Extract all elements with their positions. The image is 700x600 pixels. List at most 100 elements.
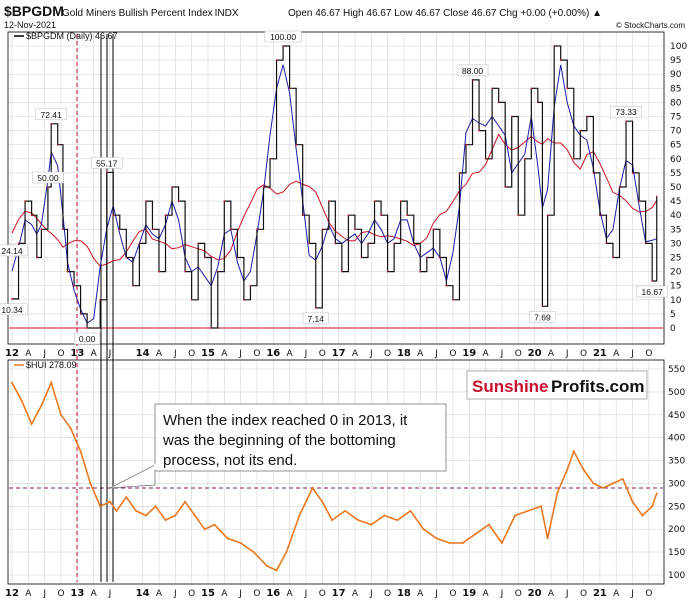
annotation-label: 10.34 [1, 305, 23, 315]
data-point [86, 327, 88, 329]
data-point [556, 491, 559, 494]
x-tick-label: O [253, 349, 260, 359]
data-point [158, 270, 160, 273]
data-point [256, 228, 258, 231]
data-point [285, 551, 288, 554]
data-point [210, 327, 213, 329]
data-point [527, 509, 530, 512]
data-point [226, 537, 229, 540]
data-point [30, 214, 33, 216]
x-tick-label: J [173, 349, 177, 359]
y-tick-label: 50 [670, 183, 682, 193]
annotation-box [90, 157, 123, 169]
data-point [282, 45, 284, 47]
x-tick-label: O [580, 589, 587, 599]
data-point [439, 256, 441, 259]
y-tick-label: 500 [668, 388, 685, 398]
x-tick-label: A [352, 589, 359, 599]
top-grid [9, 33, 663, 343]
x-tick-label: J [434, 589, 438, 599]
x-tick-label: A [221, 589, 228, 599]
data-point [321, 500, 324, 503]
x-tick-label: 17 [332, 348, 346, 359]
data-point [36, 256, 38, 259]
data-point [517, 214, 520, 216]
data-point [108, 500, 111, 503]
y-tick-label: 350 [668, 457, 685, 467]
data-point [484, 158, 487, 160]
data-point [465, 143, 467, 146]
data-point [370, 523, 373, 526]
data-point [399, 200, 402, 202]
data-point [174, 514, 177, 517]
y-tick-label: 20 [670, 268, 682, 278]
data-point [422, 528, 425, 531]
data-point [566, 87, 569, 90]
top-legend: $BPGDM (Daily) 46.67 [26, 31, 118, 41]
y-tick-label: 75 [670, 113, 681, 123]
y-tick-label: 150 [668, 548, 685, 558]
data-point [105, 171, 108, 174]
x-tick-label: 19 [462, 348, 476, 359]
data-point [655, 195, 658, 198]
data-point [20, 400, 23, 403]
x-tick-label: 19 [462, 588, 476, 599]
callout-text: When the index reached 0 in 2013, it was… [162, 412, 412, 469]
data-point [546, 537, 549, 540]
x-tick-label: A [221, 349, 228, 359]
data-point [203, 256, 206, 259]
ticker: $BPGDM [4, 3, 64, 19]
data-point [530, 87, 533, 90]
data-point [115, 509, 118, 512]
annotation-box [456, 64, 489, 77]
data-point [295, 143, 297, 146]
data-point [559, 59, 562, 61]
x-tick-label: A [156, 589, 163, 599]
data-point [331, 519, 334, 522]
annotation-label: 0.00 [79, 334, 96, 344]
data-point [145, 200, 147, 202]
data-point [461, 541, 464, 544]
data-point [164, 519, 167, 522]
data-point [288, 87, 291, 90]
data-point [17, 242, 20, 245]
data-point [298, 514, 301, 517]
data-point [62, 228, 64, 231]
data-point [380, 214, 382, 216]
data-point [171, 186, 173, 188]
annotation-label: 24.14 [1, 246, 23, 256]
data-point [265, 564, 268, 567]
data-point [184, 500, 187, 503]
data-point [425, 256, 428, 259]
data-point [249, 284, 252, 287]
data-point [452, 299, 454, 301]
data-point [269, 158, 271, 160]
x-tick-label: J [108, 589, 112, 599]
ohlc-readout: Open 46.67 High 46.67 Low 46.67 Close 46… [288, 8, 602, 19]
data-point [262, 186, 265, 188]
top-annotations: 10.34 72.41 55.17 50.00 0.00 7.14 88.00 7.69 100… [0, 30, 668, 345]
brand-part-1: Sunshine [472, 377, 549, 396]
data-point [125, 496, 128, 499]
data-point [239, 541, 242, 544]
x-tick-label: A [613, 589, 620, 599]
x-tick-label: A [613, 349, 620, 359]
data-point [458, 172, 461, 174]
x-tick-label: 15 [201, 588, 215, 599]
x-tick-label: 14 [136, 588, 150, 599]
top-x-axis: 12 A J O 13 A J 14 A J O 15 A J O 16 A J O 17 A J O 18 A J O 19 A J O 2… [5, 348, 652, 359]
data-point [59, 413, 62, 416]
data-point [612, 256, 614, 259]
x-tick-label: O [515, 349, 522, 359]
data-point [154, 505, 157, 508]
data-point [230, 228, 232, 231]
bottom-series [11, 380, 658, 572]
data-point [386, 270, 389, 273]
data-point [537, 101, 539, 104]
data-point [540, 505, 543, 508]
data-point [651, 280, 653, 282]
data-point [118, 228, 121, 231]
data-point [572, 450, 575, 453]
data-point [644, 242, 647, 245]
x-tick-label: J [630, 589, 634, 599]
